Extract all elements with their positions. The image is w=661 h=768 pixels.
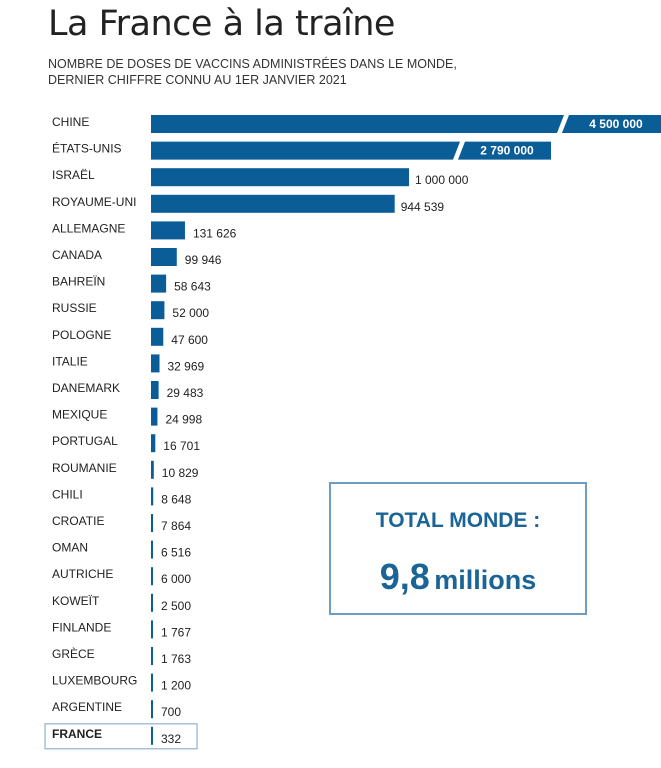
bar bbox=[151, 700, 153, 719]
category-label: LUXEMBOURG bbox=[52, 674, 137, 688]
data-label: 16 701 bbox=[163, 439, 200, 453]
category-label: ARGENTINE bbox=[52, 700, 122, 714]
data-label: 1 200 bbox=[161, 679, 191, 693]
data-label: 1 767 bbox=[161, 625, 191, 639]
bar bbox=[151, 567, 153, 586]
bar bbox=[151, 248, 177, 266]
category-label: ISRAËL bbox=[52, 168, 95, 182]
bar bbox=[151, 434, 156, 453]
bar bbox=[151, 194, 395, 213]
bar bbox=[151, 115, 564, 133]
category-label: AUTRICHE bbox=[52, 567, 113, 581]
bar bbox=[151, 168, 409, 187]
bar bbox=[151, 673, 153, 692]
data-label: 8 648 bbox=[161, 492, 191, 506]
bar bbox=[151, 460, 154, 479]
bar bbox=[151, 407, 158, 426]
category-label: FRANCE bbox=[52, 727, 102, 741]
total-number: 9,8 bbox=[379, 556, 430, 597]
data-label: 47 600 bbox=[171, 333, 208, 347]
category-label: OMAN bbox=[52, 541, 88, 555]
category-label: CHINE bbox=[52, 115, 89, 129]
category-label: BAHREÏN bbox=[52, 275, 105, 289]
bar bbox=[151, 514, 154, 532]
chart-title: La France à la traîne bbox=[48, 4, 395, 44]
data-label: 6 516 bbox=[161, 546, 191, 560]
category-label: POLOGNE bbox=[52, 328, 111, 342]
category-label: DANEMARK bbox=[52, 381, 120, 395]
category-label: CHILI bbox=[52, 487, 83, 501]
category-label: GRÈCE bbox=[52, 646, 95, 661]
category-label: RUSSIE bbox=[52, 301, 97, 315]
total-label: TOTAL MONDE : bbox=[375, 509, 541, 532]
data-label: 944 539 bbox=[401, 200, 445, 214]
category-label: FINLANDE bbox=[52, 620, 111, 634]
data-label: 1 000 000 bbox=[415, 173, 469, 187]
category-label: PORTUGAL bbox=[52, 434, 118, 448]
data-label: 10 829 bbox=[162, 466, 199, 480]
data-label: 2 790 000 bbox=[480, 144, 534, 158]
category-label: ROUMANIE bbox=[52, 461, 117, 475]
category-label: CROATIE bbox=[52, 514, 104, 528]
data-label: 131 626 bbox=[193, 226, 237, 240]
category-label: ALLEMAGNE bbox=[52, 221, 125, 235]
subtitle-line-1: NOMBRE DE DOSES DE VACCINS ADMINISTRÉES … bbox=[48, 57, 457, 71]
data-label: 700 bbox=[161, 705, 181, 719]
total-box: TOTAL MONDE : 9,8 millions bbox=[329, 482, 587, 615]
category-label: CANADA bbox=[52, 248, 102, 262]
bar bbox=[151, 540, 153, 559]
data-label: 6 000 bbox=[161, 572, 191, 586]
data-label: 24 998 bbox=[165, 413, 202, 427]
data-label: 7 864 bbox=[161, 519, 191, 533]
bar bbox=[151, 354, 160, 373]
bar bbox=[151, 620, 153, 639]
subtitle-line-2: DERNIER CHIFFRE CONNU AU 1ER JANVIER 202… bbox=[48, 73, 347, 87]
bar bbox=[151, 726, 153, 745]
data-label: 29 483 bbox=[167, 386, 204, 400]
category-label: KOWEÏT bbox=[52, 594, 100, 608]
total-value: 9,8 millions bbox=[331, 556, 585, 598]
data-label: 4 500 000 bbox=[589, 117, 643, 131]
bar bbox=[151, 221, 185, 240]
bar bbox=[151, 593, 153, 612]
bar bbox=[151, 381, 159, 399]
chart-subtitle: NOMBRE DE DOSES DE VACCINS ADMINISTRÉES … bbox=[48, 56, 608, 88]
data-label: 58 643 bbox=[174, 280, 211, 294]
bar bbox=[151, 274, 167, 293]
bar bbox=[151, 487, 154, 506]
category-label: ROYAUME-UNI bbox=[52, 195, 136, 209]
data-label: 332 bbox=[161, 732, 181, 746]
data-label: 1 763 bbox=[161, 652, 191, 666]
bar bbox=[151, 301, 165, 320]
data-label: 99 946 bbox=[185, 253, 222, 267]
data-label: 2 500 bbox=[161, 599, 191, 613]
data-label: 32 969 bbox=[168, 359, 205, 373]
highlight-box bbox=[44, 723, 198, 750]
bar-break-segment bbox=[562, 115, 661, 133]
category-label: ITALIE bbox=[52, 354, 88, 368]
category-label: MEXIQUE bbox=[52, 408, 107, 422]
bar bbox=[151, 647, 153, 665]
bar-break-segment bbox=[458, 141, 551, 160]
bar bbox=[151, 141, 460, 160]
data-label: 52 000 bbox=[172, 306, 209, 320]
bar bbox=[151, 327, 164, 346]
category-label: ÉTATS-UNIS bbox=[52, 141, 122, 156]
total-unit: millions bbox=[434, 565, 537, 595]
